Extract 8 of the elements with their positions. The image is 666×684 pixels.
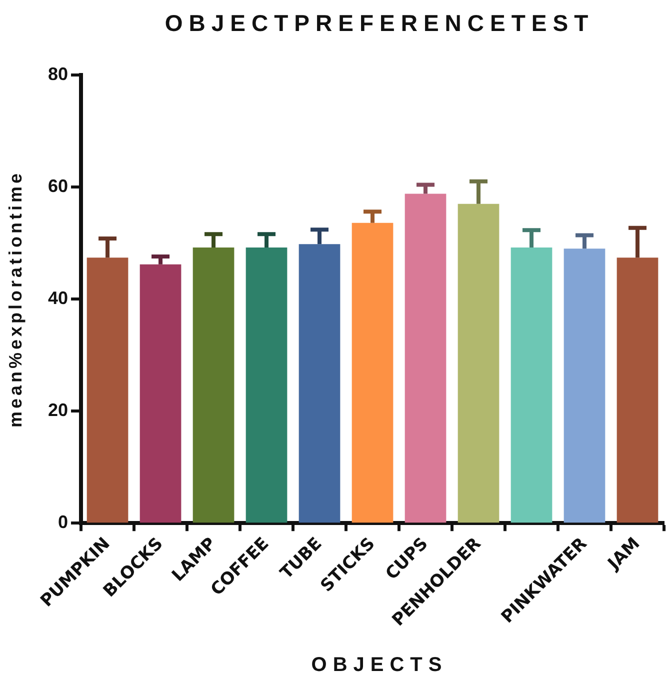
chart-title: OBJECTPREFERENCETEST [164,10,596,37]
y-tick-label: 80 [48,64,68,84]
y-tick-label: 60 [48,176,68,196]
y-tick-label: 20 [48,400,68,420]
x-axis-title: OBJECTS [310,654,449,677]
y-axis-title: mean%explorationtime [6,170,26,428]
y-tick-label: 0 [58,512,68,532]
y-tick-label: 40 [48,288,68,308]
